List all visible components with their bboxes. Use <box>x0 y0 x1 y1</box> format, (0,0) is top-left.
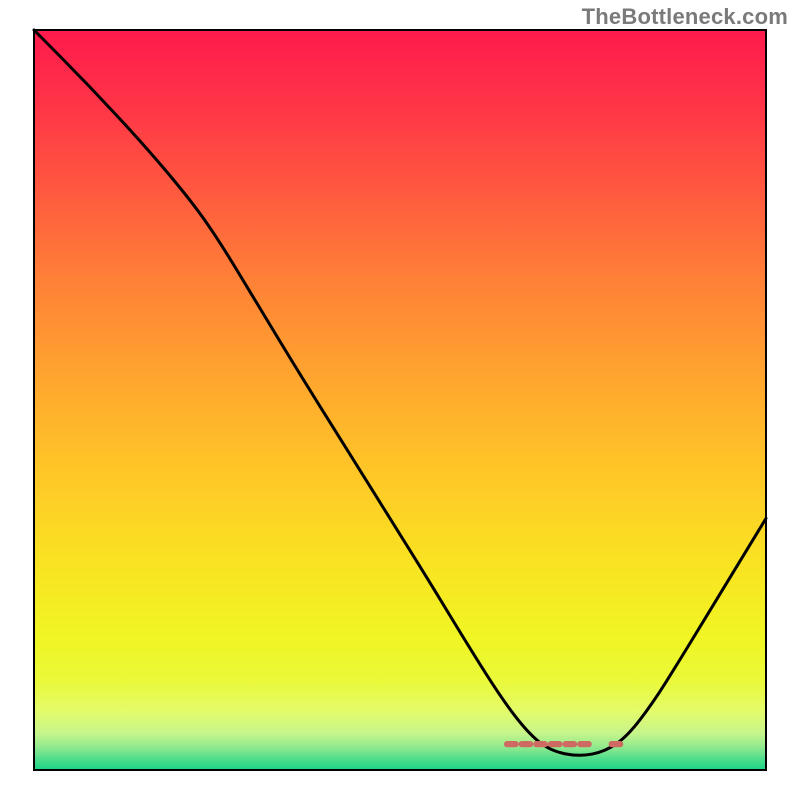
data-marker <box>548 741 563 747</box>
watermark-text: TheBottleneck.com <box>582 4 788 30</box>
bottleneck-chart <box>0 0 800 800</box>
data-marker <box>609 741 624 747</box>
data-marker <box>563 741 578 747</box>
chart-container: { "watermark": "TheBottleneck.com", "cha… <box>0 0 800 800</box>
data-marker <box>533 741 548 747</box>
data-marker <box>577 741 592 747</box>
data-marker <box>519 741 534 747</box>
plot-background <box>34 30 766 770</box>
data-marker <box>504 741 519 747</box>
